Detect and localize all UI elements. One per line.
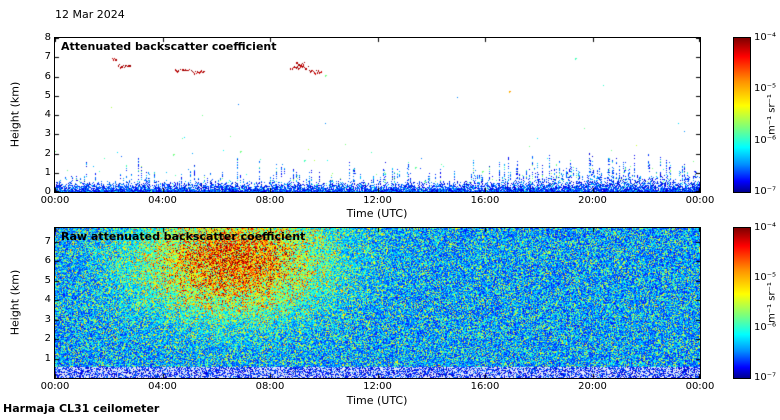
- panel2-ytick-0: 1: [44, 352, 51, 364]
- panel2-cbar-tick-1: 10⁻⁵: [754, 272, 777, 283]
- panel2-ytick-2: 3: [44, 313, 51, 325]
- panel1-cbar-tick-3: 10⁻⁷: [754, 186, 777, 197]
- panel2-cbar-tick-2: 10⁻⁶: [754, 322, 777, 333]
- panel2-ytick-6: 7: [44, 235, 51, 247]
- panel1-y-axis-label: Height (km): [8, 81, 22, 148]
- panel1-xtick-2: 08:00: [255, 195, 285, 206]
- panel2-xtick-1: 04:00: [148, 381, 177, 392]
- panel1-cbar-tick-0: 10⁻⁴: [754, 32, 777, 43]
- panel1-cbar-tick-2: 10⁻⁶: [754, 134, 777, 146]
- panel1-xtick-6: 00:00: [685, 195, 715, 206]
- panel2-xtick-5: 20:00: [578, 381, 607, 392]
- panel1-ytick-3: 3: [44, 128, 51, 140]
- raw-attenuated-backscatter-heatmap: [55, 228, 700, 378]
- panel2-x-axis-label: Time (UTC): [346, 394, 408, 407]
- panel1-ytick-7: 7: [44, 51, 51, 63]
- panel2-ytick-4: 5: [44, 274, 51, 286]
- attenuated-backscatter-heatmap: [55, 38, 700, 192]
- panel1-ytick-5: 5: [44, 89, 51, 101]
- panel1-ytick-8: 8: [44, 32, 51, 43]
- panel2-xtick-0: 00:00: [40, 381, 70, 392]
- panel1-ytick-1: 1: [44, 166, 51, 178]
- panel1-ytick-6: 6: [44, 70, 51, 82]
- panel1-ytick-4: 4: [44, 109, 51, 120]
- panel2-xtick-4: 16:00: [470, 381, 500, 392]
- panel2-xtick-2: 08:00: [255, 381, 285, 392]
- panel2-ytick-3: 4: [44, 294, 51, 306]
- panel1-xtick-1: 04:00: [148, 195, 177, 206]
- panel1-xtick-4: 16:00: [470, 195, 500, 206]
- panel1-colorbar: [733, 37, 751, 193]
- panel1-ytick-0: 0: [44, 186, 51, 197]
- panel2-xtick-3: 12:00: [363, 381, 392, 392]
- panel2-xtick-6: 00:00: [685, 381, 715, 392]
- panel1-ytick-2: 2: [44, 147, 51, 159]
- panel1-xtick-0: 00:00: [40, 195, 70, 206]
- panel1-xtick-5: 20:00: [578, 195, 607, 206]
- panel2-cbar-tick-3: 10⁻⁷: [754, 372, 777, 383]
- instrument-label: Harmaja CL31 ceilometer: [3, 402, 160, 415]
- panel1-x-axis-label: Time (UTC): [346, 207, 408, 220]
- panel1-xtick-3: 12:00: [363, 195, 392, 206]
- panel2-title: Raw attenuated backscatter coefficient: [61, 230, 306, 243]
- panel2-ytick-5: 6: [44, 255, 51, 267]
- panel2-colorbar: [733, 227, 751, 379]
- panel2-cbar-tick-0: 10⁻⁴: [754, 222, 777, 233]
- attenuated-backscatter-panel: Attenuated backscatter coefficient: [54, 37, 701, 193]
- panel2-ytick-1: 2: [44, 333, 51, 345]
- panel1-cbar-tick-1: 10⁻⁵: [754, 83, 777, 95]
- raw-attenuated-backscatter-panel: Raw attenuated backscatter coefficient: [54, 227, 701, 379]
- panel1-title: Attenuated backscatter coefficient: [61, 40, 277, 53]
- panel2-y-axis-label: Height (km): [8, 269, 22, 336]
- date-label: 12 Mar 2024: [55, 8, 125, 21]
